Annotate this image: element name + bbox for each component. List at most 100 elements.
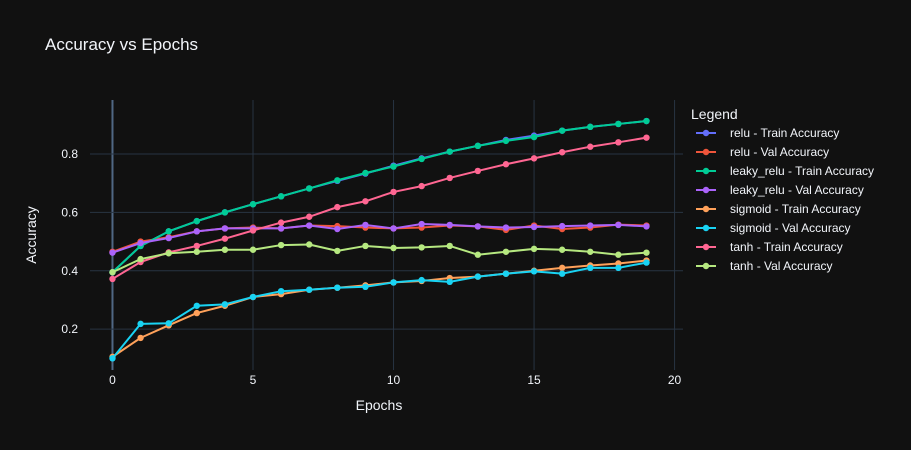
data-point xyxy=(502,248,510,255)
data-point xyxy=(109,355,116,362)
data-point xyxy=(109,249,116,256)
legend-label: sigmoid - Val Accuracy xyxy=(730,221,851,235)
data-point xyxy=(390,279,397,286)
data-point xyxy=(530,245,538,253)
legend-item[interactable]: tanh - Train Accuracy xyxy=(696,240,843,254)
data-point xyxy=(221,209,229,216)
legend-item[interactable]: sigmoid - Val Accuracy xyxy=(696,221,851,235)
data-point xyxy=(446,174,453,182)
data-point xyxy=(474,251,482,258)
y-tick-label: 0.6 xyxy=(61,205,78,219)
legend-title: Legend xyxy=(691,106,738,122)
data-point xyxy=(277,241,285,249)
x-tick-label: 10 xyxy=(387,373,401,387)
data-point xyxy=(558,222,566,230)
data-point xyxy=(643,249,650,256)
series-line xyxy=(112,243,647,274)
legend-marker xyxy=(702,148,710,156)
data-point xyxy=(334,247,341,255)
data-point xyxy=(165,234,172,242)
data-point xyxy=(277,219,285,226)
data-point xyxy=(362,221,369,229)
plot-area xyxy=(109,117,650,362)
data-point xyxy=(558,270,566,277)
legend-items: relu - Train Accuracy relu - Val Accuracy… xyxy=(696,126,874,273)
data-point xyxy=(643,117,650,125)
legend-item[interactable]: leaky_relu - Train Accuracy xyxy=(696,164,874,178)
data-point xyxy=(530,155,538,162)
x-tick-label: 20 xyxy=(668,373,682,387)
data-point xyxy=(249,293,257,301)
data-point xyxy=(558,246,566,253)
data-point xyxy=(137,320,144,328)
data-point xyxy=(474,223,482,230)
legend-marker xyxy=(702,205,710,213)
data-point xyxy=(474,273,482,280)
legend-item[interactable]: relu - Train Accuracy xyxy=(696,126,839,140)
data-point xyxy=(165,250,172,257)
data-point xyxy=(362,283,369,291)
x-tick-label: 15 xyxy=(527,373,541,387)
data-point xyxy=(221,235,229,242)
legend-marker xyxy=(702,243,710,251)
legend-item[interactable]: tanh - Val Accuracy xyxy=(696,259,833,273)
x-tick-label: 5 xyxy=(250,373,257,387)
data-point xyxy=(306,185,313,192)
data-point xyxy=(418,155,425,163)
data-point xyxy=(587,248,594,255)
x-tick-label: 0 xyxy=(109,373,116,387)
data-point xyxy=(249,246,257,253)
data-point xyxy=(530,133,538,141)
data-point xyxy=(334,177,341,184)
legend-marker xyxy=(702,129,710,137)
data-point xyxy=(193,217,200,225)
data-point xyxy=(193,242,200,250)
data-point xyxy=(221,246,229,253)
data-point xyxy=(418,244,425,251)
grid-lines xyxy=(90,100,683,370)
data-point xyxy=(558,149,566,156)
chart-title: Accuracy vs Epochs xyxy=(45,35,198,54)
data-point xyxy=(165,320,172,327)
series-line xyxy=(111,136,647,280)
legend-label: tanh - Val Accuracy xyxy=(730,259,833,273)
data-point xyxy=(643,134,650,141)
y-tick-label: 0.2 xyxy=(61,322,78,336)
series-7 xyxy=(109,241,650,276)
data-point xyxy=(615,221,622,229)
data-point xyxy=(502,270,510,277)
data-point xyxy=(446,148,453,155)
legend-label: tanh - Train Accuracy xyxy=(730,240,843,254)
data-point xyxy=(221,301,229,308)
data-point xyxy=(109,275,116,283)
legend-label: sigmoid - Train Accuracy xyxy=(730,202,861,216)
data-point xyxy=(502,161,510,168)
legend-marker xyxy=(702,186,710,194)
data-point xyxy=(446,242,453,250)
data-point xyxy=(615,251,622,258)
data-point xyxy=(193,309,200,317)
data-point xyxy=(587,264,594,272)
data-point xyxy=(362,198,369,205)
data-point xyxy=(643,223,650,230)
legend-item[interactable]: sigmoid - Train Accuracy xyxy=(696,202,861,216)
legend: Legend relu - Train Accuracy relu - Val A… xyxy=(691,106,874,273)
data-point xyxy=(558,127,566,134)
data-point xyxy=(193,228,200,235)
data-point xyxy=(249,227,257,234)
data-point xyxy=(615,260,622,267)
legend-item[interactable]: relu - Val Accuracy xyxy=(696,145,829,159)
legend-marker xyxy=(702,167,710,175)
legend-label: relu - Val Accuracy xyxy=(730,145,829,159)
y-tick-label: 0.8 xyxy=(61,147,78,161)
x-axis-title: Epochs xyxy=(356,397,403,413)
data-point xyxy=(418,220,425,228)
data-point xyxy=(109,269,116,276)
data-point xyxy=(334,284,341,291)
series-5 xyxy=(109,259,650,362)
data-point xyxy=(418,276,425,284)
data-point xyxy=(643,259,650,266)
data-point xyxy=(615,264,622,272)
legend-item[interactable]: leaky_relu - Val Accuracy xyxy=(696,183,864,197)
data-point xyxy=(587,123,594,131)
